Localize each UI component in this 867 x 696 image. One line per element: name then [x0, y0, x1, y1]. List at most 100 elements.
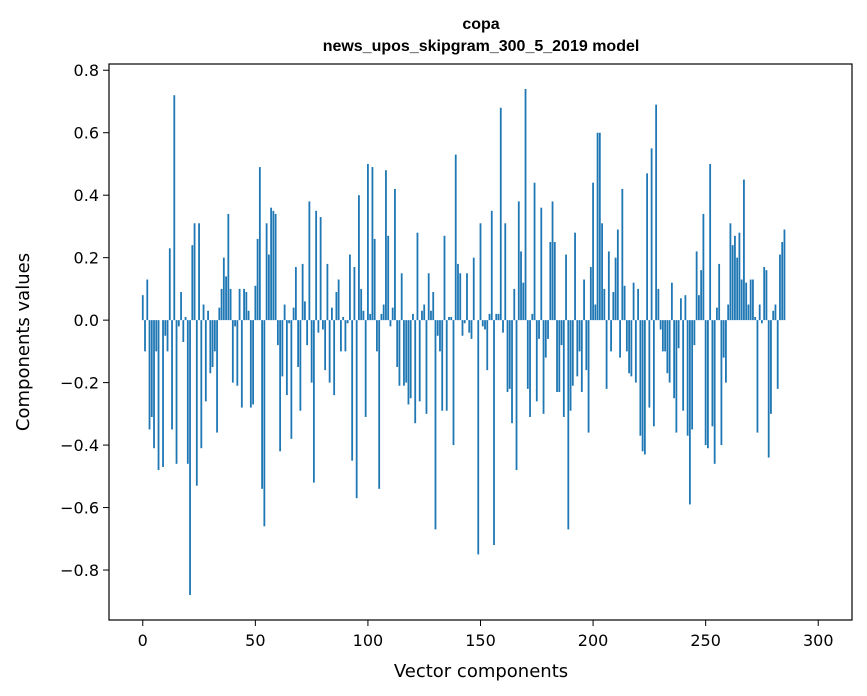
bar-197	[585, 320, 588, 371]
bar-26	[200, 320, 203, 449]
bar-137	[450, 317, 453, 321]
bar-122	[416, 232, 419, 321]
y-tick-label: 0.6	[74, 124, 99, 143]
x-tick-label: 250	[690, 631, 721, 650]
bar-269	[747, 304, 750, 321]
bar-250	[704, 320, 707, 446]
bar-128	[430, 310, 432, 321]
bar-138	[452, 320, 455, 446]
bar-92	[349, 254, 351, 321]
chart-subtitle: news_upos_skipgram_300_5_2019 model	[323, 38, 640, 55]
bar-156	[493, 320, 495, 546]
bar-275	[761, 320, 763, 324]
bar-113	[396, 320, 399, 367]
bar-212	[619, 320, 621, 358]
bar-12	[168, 248, 171, 321]
bar-86	[335, 292, 338, 321]
bar-194	[578, 320, 581, 352]
bar-248	[700, 270, 703, 321]
bar-236	[673, 320, 676, 399]
bar-274	[758, 304, 761, 321]
bar-106	[380, 313, 383, 321]
bar-277	[765, 270, 768, 321]
bar-265	[738, 232, 741, 321]
bar-235	[670, 282, 673, 321]
bar-196	[583, 279, 585, 321]
y-axis-label: Components values	[13, 253, 34, 431]
bar-55	[265, 223, 268, 321]
bar-245	[693, 320, 696, 346]
bar-222	[641, 320, 644, 452]
bar-251	[707, 320, 709, 449]
bar-172	[529, 320, 531, 417]
bar-159	[499, 107, 502, 321]
bar-125	[423, 304, 426, 321]
bar-32	[213, 320, 216, 352]
bar-186	[560, 320, 563, 346]
bar-195	[580, 320, 583, 392]
bar-104	[376, 320, 378, 352]
bar-257	[720, 320, 723, 446]
bar-98	[362, 310, 365, 321]
bar-132	[439, 320, 441, 352]
bar-71	[301, 263, 304, 321]
bar-249	[702, 213, 705, 321]
bar-234	[668, 320, 671, 383]
bar-204	[601, 223, 603, 321]
bar-109	[387, 235, 390, 321]
bar-93	[351, 320, 354, 461]
bar-224	[646, 173, 649, 321]
bar-213	[621, 188, 624, 321]
bar-11	[166, 320, 169, 352]
bar-127	[427, 273, 430, 321]
bar-34	[218, 307, 221, 321]
bar-258	[722, 320, 725, 358]
bar-146	[470, 320, 473, 339]
bar-70	[299, 320, 302, 411]
bar-171	[526, 320, 529, 389]
bar-259	[725, 320, 727, 383]
bar-27	[202, 304, 205, 321]
bar-57	[270, 207, 273, 321]
bar-101	[369, 313, 372, 321]
bar-163	[508, 320, 511, 389]
bar-96	[358, 195, 360, 321]
bar-217	[630, 320, 633, 377]
bar-97	[360, 288, 363, 321]
bar-24	[195, 320, 198, 486]
bar-153	[486, 320, 489, 371]
bar-139	[454, 154, 457, 321]
bar-165	[513, 288, 516, 321]
bar-147	[472, 257, 475, 321]
bar-80	[321, 320, 324, 330]
bar-131	[436, 320, 439, 336]
bar-85	[333, 320, 336, 396]
bar-285	[783, 229, 786, 321]
y-tick-label: −0.8	[60, 561, 99, 580]
bar-192	[574, 232, 576, 321]
bar-129	[432, 292, 435, 321]
bar-18	[182, 320, 185, 342]
bar-69	[297, 320, 300, 367]
bar-42	[236, 320, 239, 386]
bar-200	[592, 182, 594, 321]
bar-62	[281, 320, 284, 377]
bar-121	[414, 320, 417, 424]
x-tick-label: 300	[803, 631, 834, 650]
bar-143	[463, 320, 466, 324]
bar-209	[612, 292, 615, 321]
bar-39	[229, 288, 232, 321]
bar-9	[162, 320, 164, 467]
x-tick-label: 0	[138, 631, 148, 650]
bar-134	[443, 235, 446, 321]
bar-270	[749, 279, 752, 321]
bar-141	[459, 273, 462, 321]
y-tick-label: −0.2	[60, 374, 99, 393]
bar-155	[490, 210, 493, 321]
bar-28	[204, 320, 207, 402]
bar-247	[698, 295, 700, 321]
bar-167	[517, 201, 520, 321]
bar-168	[520, 251, 522, 321]
bar-133	[441, 320, 444, 411]
bar-142	[461, 320, 464, 336]
